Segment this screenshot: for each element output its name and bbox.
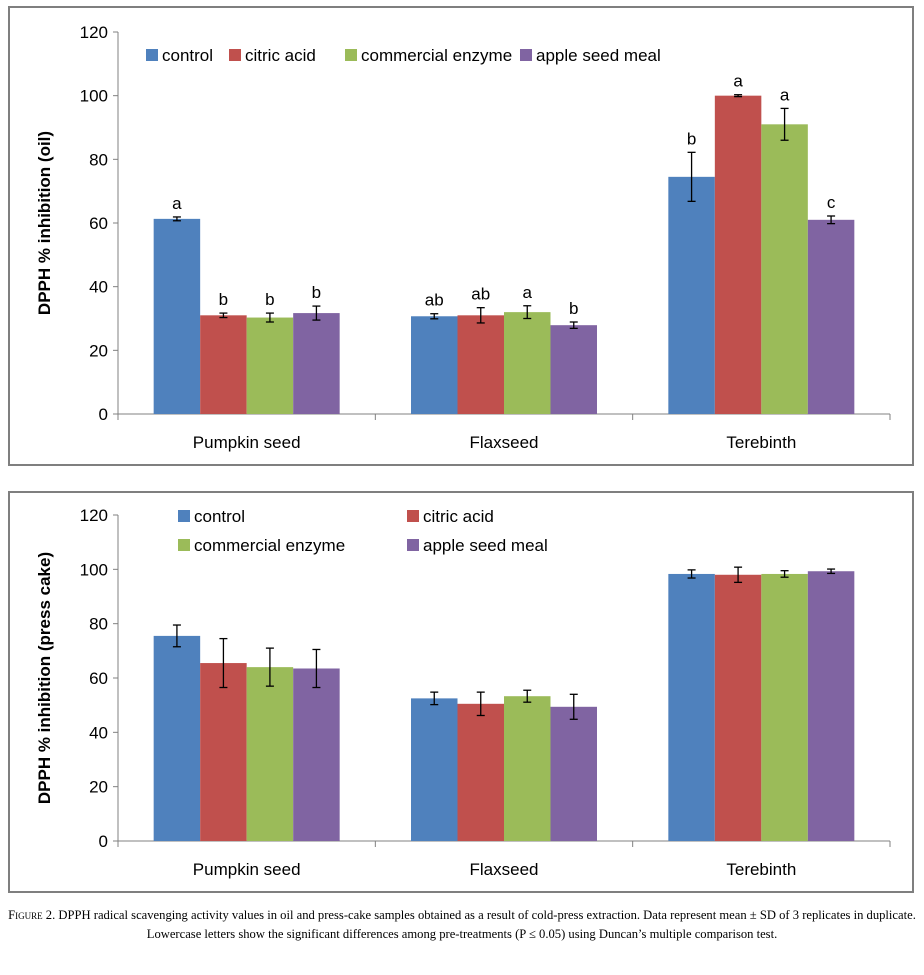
bar	[761, 124, 808, 415]
significance-letter: b	[265, 290, 274, 309]
y-axis-title: DPPH % inhibition (oil)	[35, 131, 54, 315]
bar	[411, 316, 458, 414]
oil-chart-panel: 0 20 40 60 80 100 120 DPPH % inhibition (oil) Pu…	[8, 6, 914, 466]
legend-swatch	[345, 49, 357, 61]
significance-letter: ab	[471, 285, 490, 304]
y-tick-label: 0	[99, 405, 108, 424]
bar	[457, 703, 504, 841]
significance-letter: a	[733, 72, 743, 91]
y-tick-label: 100	[80, 87, 108, 106]
significance-letter: a	[172, 194, 182, 213]
press-cake-bar-chart: 0 20 40 60 80 100 120 DPPH % inhibition (press …	[35, 506, 891, 879]
bar	[153, 635, 201, 841]
y-tick-label: 20	[89, 778, 108, 797]
category-label: Pumpkin seed	[193, 433, 301, 452]
bar	[761, 573, 808, 841]
bar	[668, 573, 715, 841]
y-axis-title: DPPH % inhibition (press cake)	[35, 552, 54, 804]
significance-letter: b	[687, 129, 696, 148]
legend-swatch	[146, 49, 158, 61]
significance-letter: ab	[425, 291, 444, 310]
legend-swatch	[520, 49, 532, 61]
oil-bar-chart: 0 20 40 60 80 100 120 DPPH % inhibition (oil) Pu…	[35, 23, 891, 452]
bar	[457, 315, 504, 414]
y-tick-label: 120	[80, 506, 108, 525]
bar	[807, 571, 855, 841]
figure-caption: Figure 2. DPPH radical scavenging activi…	[6, 906, 918, 944]
legend-label: apple seed meal	[423, 536, 548, 555]
y-tick-label: 80	[89, 615, 108, 634]
significance-letter: a	[523, 283, 533, 302]
bar	[668, 176, 715, 414]
y-tick-label: 40	[89, 278, 108, 297]
caption-text: DPPH radical scavenging activity values …	[58, 908, 916, 941]
significance-letter: b	[312, 283, 321, 302]
significance-letter: c	[827, 193, 836, 212]
category-label: Pumpkin seed	[193, 860, 301, 879]
bar	[550, 325, 597, 414]
significance-letter: b	[569, 299, 578, 318]
y-tick-label: 40	[89, 723, 108, 742]
category-label: Flaxseed	[470, 860, 539, 879]
y-tick-label: 80	[89, 150, 108, 169]
legend-swatch	[407, 510, 419, 522]
category-label: Flaxseed	[470, 433, 539, 452]
legend-label: control	[194, 507, 245, 526]
bar	[200, 315, 247, 414]
y-tick-label: 20	[89, 341, 108, 360]
legend-label: control	[162, 46, 213, 65]
legend-swatch	[407, 539, 419, 551]
legend-label: commercial enzyme	[361, 46, 512, 65]
bar	[714, 95, 762, 415]
y-tick-label: 120	[80, 23, 108, 42]
bar	[411, 698, 458, 841]
legend-label: citric acid	[423, 507, 494, 526]
bar	[504, 312, 551, 414]
y-tick-label: 0	[99, 832, 108, 851]
bar	[714, 574, 762, 841]
significance-letter: a	[780, 85, 790, 104]
bar	[293, 668, 340, 841]
bar	[293, 313, 340, 414]
bar	[807, 219, 855, 414]
legend-swatch	[229, 49, 241, 61]
y-tick-label: 60	[89, 669, 108, 688]
legend-label: apple seed meal	[536, 46, 661, 65]
y-tick-label: 100	[80, 560, 108, 579]
legend-swatch	[178, 510, 190, 522]
y-tick-label: 60	[89, 214, 108, 233]
bar	[246, 317, 294, 414]
bar	[550, 706, 597, 841]
legend-swatch	[178, 539, 190, 551]
legend-label: commercial enzyme	[194, 536, 345, 555]
bar	[153, 218, 201, 414]
category-label: Terebinth	[726, 433, 796, 452]
bar	[246, 667, 294, 841]
legend-label: citric acid	[245, 46, 316, 65]
press-cake-chart-panel: 0 20 40 60 80 100 120 DPPH % inhibition (press …	[8, 491, 914, 893]
bar	[504, 696, 551, 841]
significance-letter: b	[219, 290, 228, 309]
category-label: Terebinth	[726, 860, 796, 879]
figure-label: Figure 2.	[8, 908, 56, 922]
bar	[200, 663, 247, 841]
